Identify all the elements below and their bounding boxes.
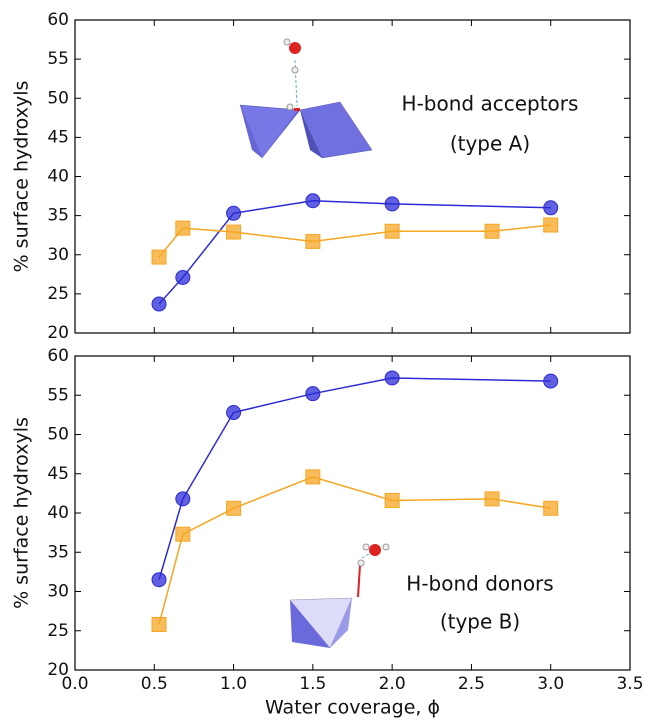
y-axis-label: % surface hydroxyls <box>11 81 33 273</box>
marker <box>175 269 191 285</box>
marker <box>484 491 500 507</box>
marker <box>543 373 559 389</box>
x-tick-label: 3.0 <box>537 674 564 694</box>
series-line <box>158 200 551 305</box>
y-tick-label: 35 <box>47 206 69 226</box>
plot-frame <box>74 19 631 334</box>
y-tick-label: 25 <box>47 284 69 304</box>
y-tick-label: 30 <box>47 245 69 265</box>
marker <box>384 370 400 386</box>
x-tick-label: 2.0 <box>379 674 406 694</box>
x-tick-label: 0.0 <box>61 674 88 694</box>
marker <box>175 491 191 507</box>
y-tick-label: 60 <box>47 10 69 30</box>
marker <box>543 500 559 516</box>
marker <box>226 205 242 221</box>
y-axis-label: % surface hydroxyls <box>11 417 33 609</box>
series-line <box>158 377 551 580</box>
y-tick-label: 30 <box>47 582 69 602</box>
marker <box>384 492 400 508</box>
marker <box>305 386 321 402</box>
annotation: H-bond acceptors <box>402 92 579 116</box>
y-tick-label: 20 <box>47 660 69 680</box>
marker <box>305 469 321 485</box>
x-tick-label: 1.5 <box>299 674 326 694</box>
annotation: H-bond donors <box>406 572 553 596</box>
x-tick-label: 3.5 <box>616 674 643 694</box>
marker <box>305 193 321 209</box>
x-axis-label: Water coverage, ϕ <box>265 697 440 719</box>
marker <box>226 405 242 421</box>
y-tick-label: 45 <box>47 464 69 484</box>
marker <box>305 233 321 249</box>
marker <box>543 217 559 233</box>
donor-icon <box>289 543 390 649</box>
marker <box>151 572 167 588</box>
x-tick-label: 1.0 <box>220 674 247 694</box>
y-tick-label: 45 <box>47 127 69 147</box>
y-tick-label: 25 <box>47 621 69 641</box>
y-tick-label: 50 <box>47 88 69 108</box>
y-tick-label: 55 <box>47 49 69 69</box>
marker <box>384 196 400 212</box>
y-tick-label: 40 <box>47 503 69 523</box>
plot-frame <box>74 355 631 671</box>
annotation: (type A) <box>450 132 530 156</box>
marker <box>151 249 167 265</box>
y-tick-label: 40 <box>47 167 69 187</box>
marker <box>151 616 167 632</box>
marker <box>226 500 242 516</box>
marker <box>151 296 167 312</box>
y-tick-label: 50 <box>47 425 69 445</box>
y-tick-label: 55 <box>47 385 69 405</box>
acceptor-icon <box>239 38 373 159</box>
y-tick-label: 60 <box>47 346 69 366</box>
annotation: (type B) <box>440 610 520 634</box>
marker <box>175 526 191 542</box>
marker <box>175 220 191 236</box>
y-tick-label: 20 <box>47 323 69 343</box>
marker <box>226 224 242 240</box>
marker <box>384 223 400 239</box>
x-tick-label: 0.5 <box>141 674 168 694</box>
y-tick-label: 35 <box>47 542 69 562</box>
marker <box>484 223 500 239</box>
x-tick-label: 2.5 <box>458 674 485 694</box>
marker <box>543 200 559 216</box>
